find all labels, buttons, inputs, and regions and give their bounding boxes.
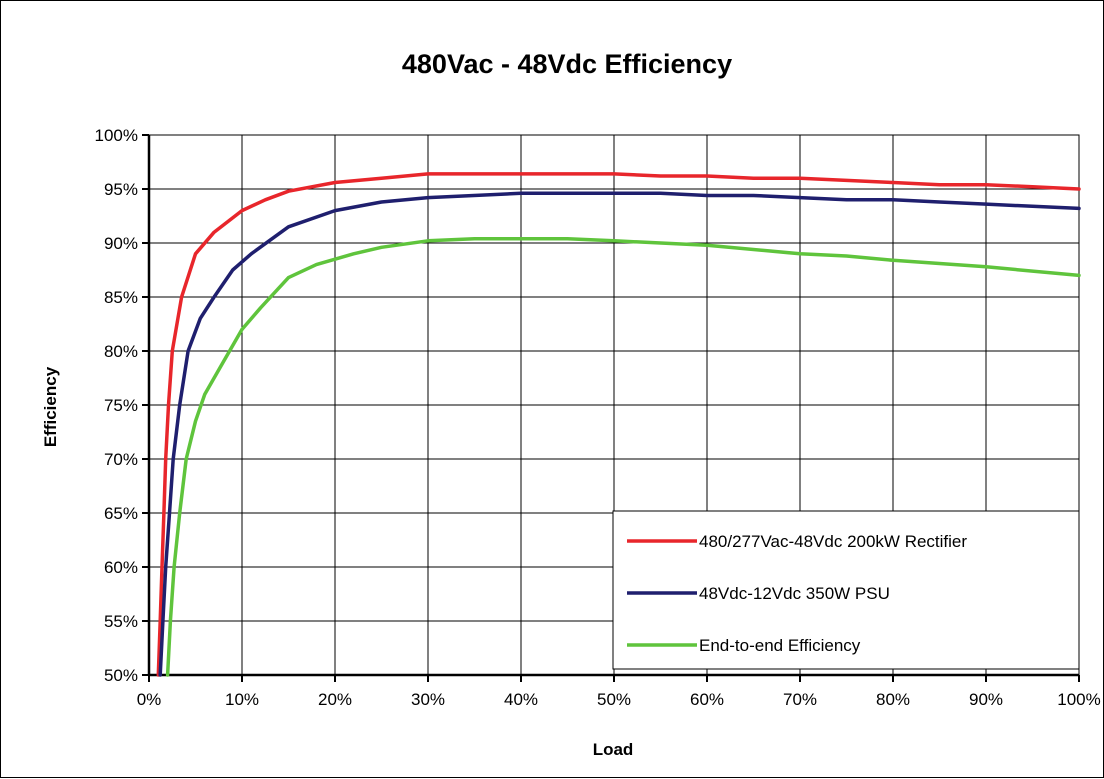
series-line-2: [158, 191, 1081, 677]
legend-label-3: End-to-end Efficiency: [699, 636, 861, 655]
x-tick-label: 0%: [137, 690, 162, 709]
y-tick-label: 75%: [104, 396, 138, 415]
x-tick-label: 40%: [504, 690, 538, 709]
legend-box: [612, 510, 1080, 670]
x-tick-label: 20%: [318, 690, 352, 709]
y-tick-label: 100%: [95, 126, 138, 145]
series-lines: [156, 172, 1081, 677]
x-tick-label: 80%: [876, 690, 910, 709]
legend: 480/277Vac-48Vdc 200kW Rectifier 48Vdc-12…: [612, 510, 1080, 670]
x-tick-label: 70%: [783, 690, 817, 709]
x-tick-label: 60%: [690, 690, 724, 709]
x-tick-label: 50%: [597, 690, 631, 709]
x-axis-label: Load: [593, 740, 634, 759]
y-axis-ticks: 50% 55% 60% 65% 70% 75% 80% 85% 90% 95% 100%: [95, 126, 149, 685]
y-tick-label: 50%: [104, 666, 138, 685]
x-tick-label: 90%: [969, 690, 1003, 709]
y-tick-label: 95%: [104, 180, 138, 199]
x-axis-ticks: 0% 10% 20% 30% 40% 50% 60% 70% 80% 90% 100%: [137, 675, 1101, 709]
x-tick-label: 100%: [1057, 690, 1100, 709]
y-tick-label: 65%: [104, 504, 138, 523]
legend-label-2: 48Vdc-12Vdc 350W PSU: [699, 584, 890, 603]
series-line-3: [165, 236, 1081, 677]
x-tick-label: 10%: [225, 690, 259, 709]
y-tick-label: 70%: [104, 450, 138, 469]
legend-label-1: 480/277Vac-48Vdc 200kW Rectifier: [699, 532, 967, 551]
x-tick-label: 30%: [411, 690, 445, 709]
y-tick-label: 80%: [104, 342, 138, 361]
y-tick-label: 90%: [104, 234, 138, 253]
y-tick-label: 85%: [104, 288, 138, 307]
y-tick-label: 55%: [104, 612, 138, 631]
chart-title: 480Vac - 48Vdc Efficiency: [402, 49, 732, 79]
y-tick-label: 60%: [104, 558, 138, 577]
y-axis-label: Efficiency: [41, 366, 60, 447]
series-line-1: [156, 172, 1081, 677]
